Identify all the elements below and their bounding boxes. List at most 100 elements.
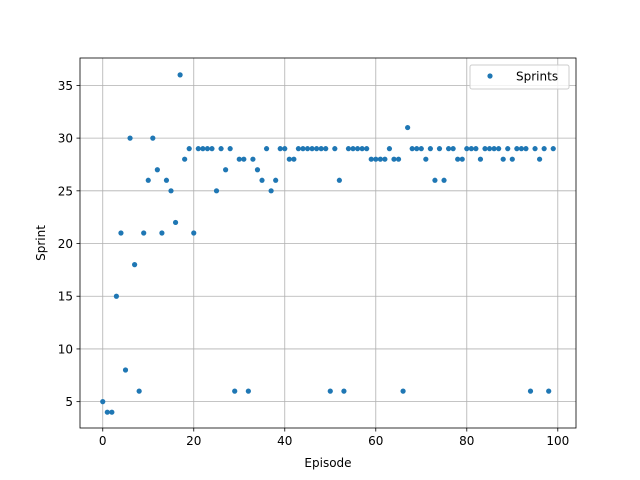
data-point [218, 146, 224, 152]
y-tick-label: 25 [58, 184, 73, 198]
data-point [136, 388, 142, 394]
data-point [159, 230, 165, 236]
data-point [341, 388, 347, 394]
data-point [282, 146, 288, 152]
data-point [496, 146, 502, 152]
data-point [259, 177, 265, 183]
data-point [141, 230, 147, 236]
data-point [459, 156, 465, 162]
data-point [514, 146, 520, 152]
data-point [177, 72, 183, 78]
x-tick-label: 40 [277, 434, 292, 448]
data-point [518, 146, 524, 152]
data-point [359, 146, 365, 152]
data-point [236, 156, 242, 162]
data-point [263, 146, 270, 152]
data-point [473, 146, 479, 152]
y-tick-label: 30 [58, 132, 73, 146]
data-point [395, 156, 402, 162]
data-point [445, 146, 452, 152]
data-point [286, 156, 292, 162]
data-point [277, 146, 283, 152]
data-point [232, 388, 238, 394]
data-point [505, 146, 511, 152]
y-tick-label: 5 [65, 395, 73, 409]
data-point [441, 177, 447, 183]
y-axis-ticks: 5 10 15 20 25 30 35 [58, 79, 80, 409]
data-point [546, 388, 552, 394]
data-point [432, 177, 438, 183]
data-point [373, 156, 379, 162]
data-point [132, 262, 138, 268]
data-point [154, 167, 160, 173]
data-point [104, 409, 110, 415]
data-point [195, 146, 201, 152]
data-point [350, 146, 356, 152]
plot-frame [79, 57, 577, 429]
y-axis-label: Sprint [34, 225, 48, 261]
legend-label-sprints: Sprints [516, 70, 558, 84]
x-tick-label: 100 [546, 434, 569, 448]
data-point [464, 146, 470, 152]
data-point [223, 167, 229, 173]
data-point [364, 146, 370, 152]
data-point [382, 156, 388, 162]
data-point [250, 156, 256, 162]
data-point [304, 146, 311, 152]
data-point [532, 146, 538, 152]
data-point [273, 177, 279, 183]
data-point [109, 409, 115, 415]
data-point [527, 388, 534, 394]
data-point [245, 388, 251, 394]
x-tick-label: 80 [459, 434, 474, 448]
data-point [318, 146, 324, 152]
data-point [227, 146, 233, 152]
data-point [182, 156, 188, 162]
x-axis-label: Episode [304, 456, 351, 470]
data-point [191, 230, 197, 236]
data-point [391, 156, 397, 162]
data-point [295, 146, 302, 152]
data-point [468, 146, 474, 152]
data-point [241, 156, 247, 162]
data-point [414, 146, 420, 152]
data-point [122, 367, 129, 373]
data-point [541, 146, 547, 152]
data-point [204, 146, 211, 152]
data-point [491, 146, 497, 152]
data-point [377, 156, 383, 162]
data-point [309, 146, 315, 152]
x-tick-label: 20 [186, 434, 201, 448]
y-tick-label: 10 [58, 342, 73, 356]
y-tick-label: 15 [58, 290, 73, 304]
data-point [368, 156, 374, 162]
data-point [477, 156, 484, 162]
data-point [427, 146, 433, 152]
x-tick-label: 60 [368, 434, 383, 448]
data-point [168, 188, 174, 194]
data-point [450, 146, 456, 152]
data-point [150, 135, 156, 141]
data-point [386, 146, 393, 152]
x-tick-label: 0 [99, 434, 107, 448]
data-point [327, 388, 333, 394]
data-point [482, 146, 488, 152]
data-point [550, 146, 556, 152]
data-point [118, 230, 124, 236]
data-point [500, 156, 506, 162]
data-point [113, 293, 120, 299]
data-point [291, 156, 297, 162]
y-tick-label: 35 [58, 79, 73, 93]
data-point [127, 135, 133, 141]
data-point [354, 146, 361, 152]
y-tick-label: 20 [58, 237, 73, 251]
data-point [345, 146, 352, 152]
data-point [409, 146, 415, 152]
data-point [100, 399, 106, 405]
data-point [332, 146, 338, 152]
legend-box [469, 64, 570, 90]
data-point [172, 219, 179, 226]
data-point [145, 177, 151, 183]
data-point [186, 146, 192, 152]
